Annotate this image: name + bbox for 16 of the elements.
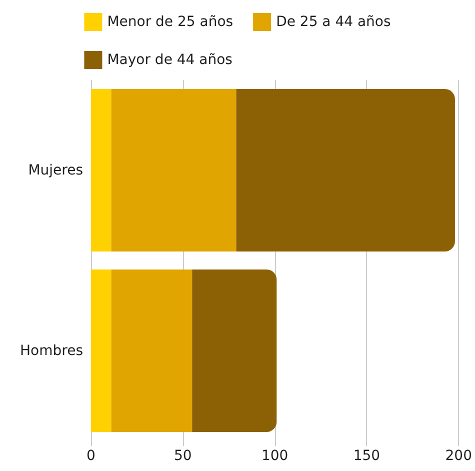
bar <box>192 270 277 432</box>
x-tick-label: 100 <box>261 448 288 464</box>
legend-label: De 25 a 44 años <box>276 14 391 30</box>
bar <box>236 89 455 252</box>
bar <box>91 270 112 432</box>
bar <box>111 270 192 432</box>
x-tick-label: 150 <box>353 448 380 464</box>
bar <box>91 89 112 252</box>
bar <box>111 89 236 252</box>
legend-label: Menor de 25 años <box>107 14 234 30</box>
legend-label: Mayor de 44 años <box>107 52 232 68</box>
x-tick-label: 200 <box>445 448 472 464</box>
y-tick-label: Mujeres <box>28 162 83 178</box>
x-tick-label: 50 <box>174 448 192 464</box>
y-tick-label: Hombres <box>20 342 83 359</box>
x-tick-label: 0 <box>86 448 96 464</box>
